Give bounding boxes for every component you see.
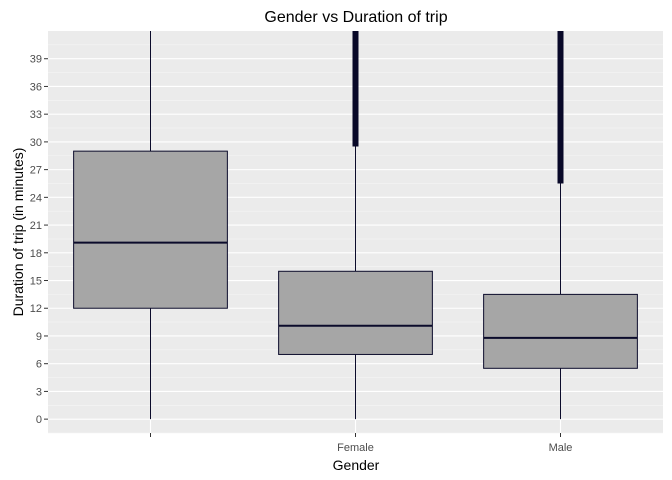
y-tick-label: 12 — [30, 303, 42, 315]
chart-title: Gender vs Duration of trip — [264, 9, 447, 26]
y-tick-label: 30 — [30, 137, 42, 149]
x-axis-ticks: Female Male — [150, 433, 573, 454]
box-iqr — [483, 293, 638, 369]
y-axis-title: Duration of trip (in minutes) — [10, 148, 26, 317]
y-tick-label: 3 — [36, 386, 42, 398]
y-tick-label: 33 — [30, 109, 42, 121]
y-tick-label: 36 — [30, 81, 42, 93]
y-tick-label: 18 — [30, 248, 42, 260]
x-tick-label: Male — [549, 442, 573, 454]
y-tick-label: 24 — [30, 192, 42, 204]
boxes-layer — [73, 31, 638, 420]
y-tick-label: 0 — [36, 414, 42, 426]
y-tick-label: 21 — [30, 220, 42, 232]
x-axis-title: Gender — [333, 457, 380, 473]
box-group — [483, 31, 638, 420]
y-tick-label: 39 — [30, 54, 42, 66]
y-tick-label: 6 — [36, 359, 42, 371]
y-tick-label: 9 — [36, 331, 42, 343]
box-group — [278, 31, 433, 420]
box-iqr — [278, 270, 433, 355]
box-group — [73, 31, 228, 420]
box-iqr — [73, 150, 228, 309]
y-tick-label: 15 — [30, 276, 42, 288]
x-tick-label: Female — [337, 442, 374, 454]
y-tick-label: 27 — [30, 165, 42, 177]
